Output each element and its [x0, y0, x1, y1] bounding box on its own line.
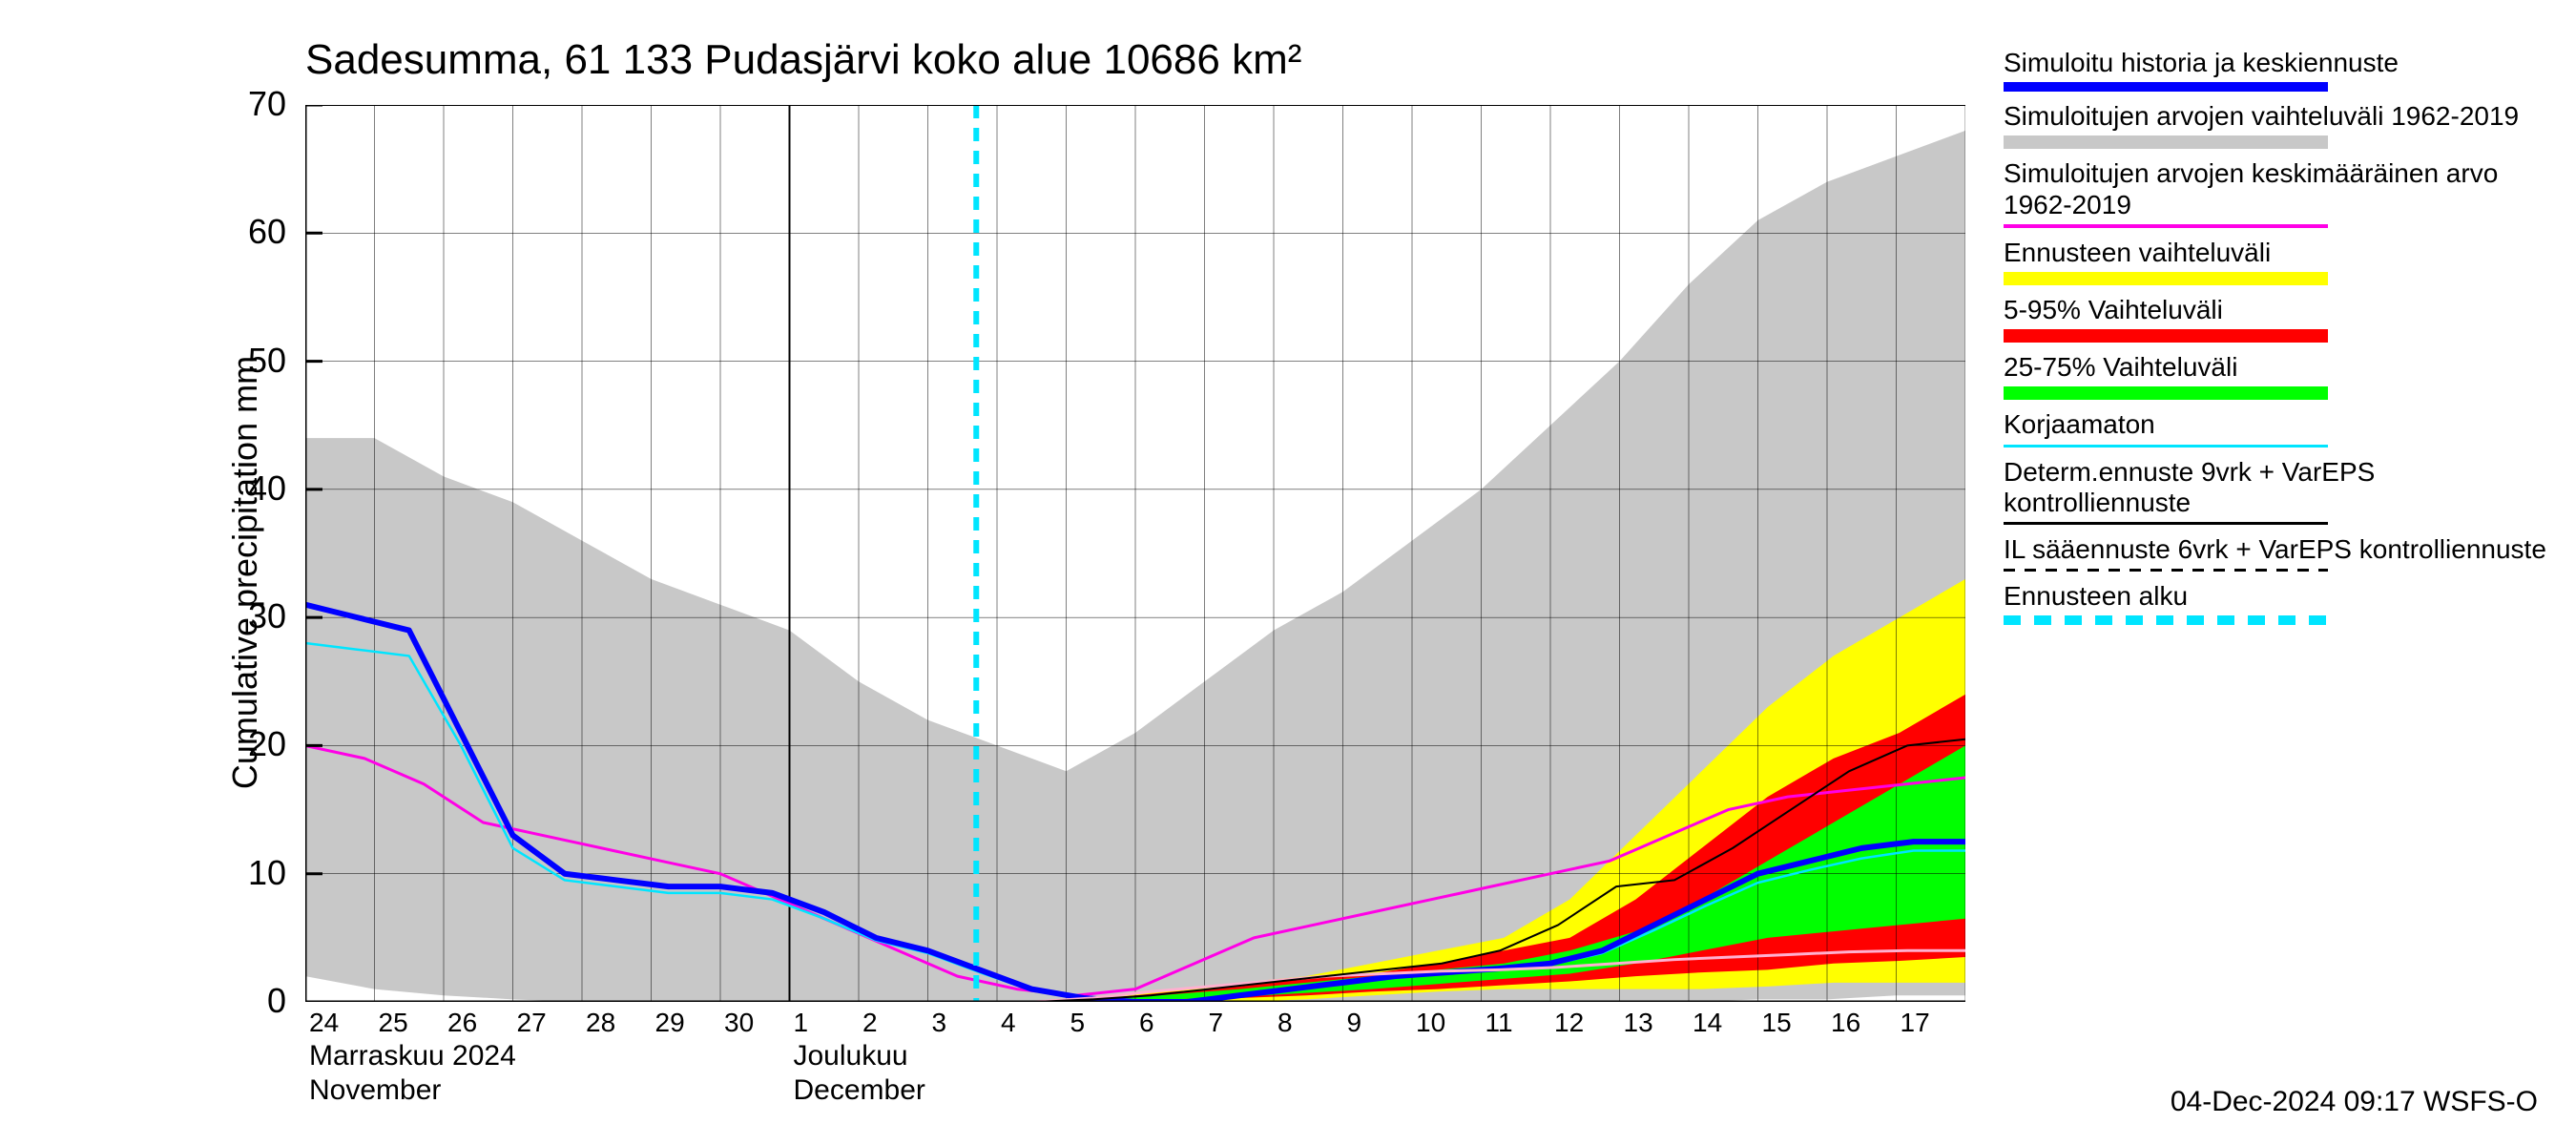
- legend-item: Simuloitu historia ja keskiennuste: [2004, 48, 2547, 92]
- legend-text: Simuloitujen arvojen vaihteluväli 1962-2…: [2004, 101, 2547, 132]
- legend-text: Ennusteen vaihteluväli: [2004, 238, 2547, 268]
- x-tick-label: 25: [379, 1008, 408, 1038]
- x-tick-label: 29: [655, 1008, 685, 1038]
- x-month-label: Joulukuu: [794, 1040, 908, 1072]
- chart-title: Sadesumma, 61 133 Pudasjärvi koko alue 1…: [305, 36, 1301, 84]
- x-tick-label: 27: [517, 1008, 547, 1038]
- y-tick-label: 30: [219, 596, 286, 636]
- x-tick-label: 13: [1624, 1008, 1653, 1038]
- legend-item: 5-95% Vaihteluväli: [2004, 295, 2547, 343]
- legend-swatch: [2004, 272, 2328, 285]
- x-month-label: November: [309, 1074, 441, 1107]
- x-tick-label: 2: [862, 1008, 878, 1038]
- legend-swatch: [2004, 615, 2328, 625]
- y-tick-label: 0: [219, 981, 286, 1021]
- plot-area: [305, 105, 1965, 1002]
- x-tick-label: 5: [1070, 1008, 1086, 1038]
- legend-swatch: [2004, 82, 2328, 92]
- x-tick-label: 7: [1209, 1008, 1224, 1038]
- legend-swatch: [2004, 522, 2328, 525]
- y-tick-label: 10: [219, 853, 286, 893]
- legend-swatch: [2004, 569, 2328, 572]
- legend-item: 25-75% Vaihteluväli: [2004, 352, 2547, 400]
- legend-text: Ennusteen alku: [2004, 581, 2547, 612]
- legend-text: 25-75% Vaihteluväli: [2004, 352, 2547, 383]
- legend-swatch: [2004, 135, 2328, 149]
- x-tick-label: 4: [1001, 1008, 1016, 1038]
- x-tick-label: 16: [1831, 1008, 1860, 1038]
- legend-item: Ennusteen vaihteluväli: [2004, 238, 2547, 285]
- x-tick-label: 8: [1278, 1008, 1293, 1038]
- legend-item: Simuloitujen arvojen keskimääräinen arvo…: [2004, 158, 2547, 227]
- y-tick-label: 60: [219, 212, 286, 252]
- x-month-label: Marraskuu 2024: [309, 1040, 516, 1072]
- x-tick-label: 26: [447, 1008, 477, 1038]
- x-tick-label: 1: [794, 1008, 809, 1038]
- timestamp-label: 04-Dec-2024 09:17 WSFS-O: [2171, 1086, 2538, 1118]
- legend-item: IL sääennuste 6vrk + VarEPS kontrollienn…: [2004, 534, 2547, 572]
- legend-swatch: [2004, 224, 2328, 228]
- legend-text: Simuloitujen arvojen keskimääräinen arvo…: [2004, 158, 2547, 219]
- x-tick-label: 9: [1347, 1008, 1362, 1038]
- legend-text: IL sääennuste 6vrk + VarEPS kontrollienn…: [2004, 534, 2547, 565]
- x-tick-label: 15: [1762, 1008, 1792, 1038]
- legend-swatch: [2004, 329, 2328, 343]
- x-tick-label: 30: [724, 1008, 754, 1038]
- legend-swatch: [2004, 445, 2328, 448]
- y-tick-label: 50: [219, 341, 286, 381]
- x-tick-label: 3: [932, 1008, 947, 1038]
- y-tick-label: 40: [219, 468, 286, 509]
- x-tick-label: 6: [1139, 1008, 1154, 1038]
- legend-text: Simuloitu historia ja keskiennuste: [2004, 48, 2547, 78]
- legend-text: Determ.ennuste 9vrk + VarEPS kontrollien…: [2004, 457, 2547, 518]
- chart-container: Cumulative precipitation mm Sadesumma, 6…: [0, 0, 2576, 1145]
- legend-item: Determ.ennuste 9vrk + VarEPS kontrollien…: [2004, 457, 2547, 525]
- x-tick-label: 28: [586, 1008, 615, 1038]
- x-tick-label: 11: [1485, 1008, 1513, 1038]
- x-tick-label: 10: [1416, 1008, 1445, 1038]
- y-tick-label: 20: [219, 724, 286, 764]
- legend-item: Ennusteen alku: [2004, 581, 2547, 625]
- legend-text: 5-95% Vaihteluväli: [2004, 295, 2547, 325]
- x-tick-label: 17: [1901, 1008, 1930, 1038]
- legend-item: Simuloitujen arvojen vaihteluväli 1962-2…: [2004, 101, 2547, 149]
- x-month-label: December: [794, 1074, 925, 1107]
- x-tick-label: 12: [1554, 1008, 1584, 1038]
- legend-text: Korjaamaton: [2004, 409, 2547, 440]
- legend-swatch: [2004, 386, 2328, 400]
- legend: Simuloitu historia ja keskiennuste Simulo…: [2004, 48, 2547, 635]
- x-tick-label: 24: [309, 1008, 339, 1038]
- legend-item: Korjaamaton: [2004, 409, 2547, 447]
- x-tick-label: 14: [1693, 1008, 1722, 1038]
- y-tick-label: 70: [219, 84, 286, 124]
